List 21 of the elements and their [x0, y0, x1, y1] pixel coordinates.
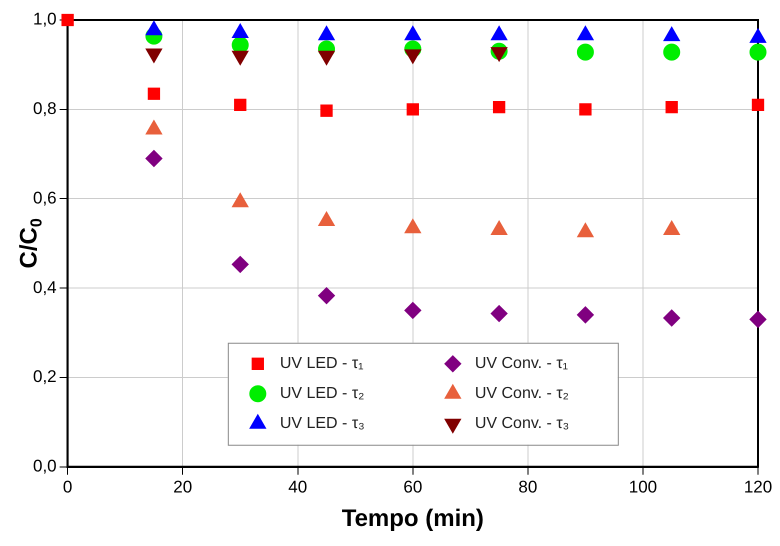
legend-label: UV LED - τ₃ [280, 415, 365, 432]
legend-label: UV Conv. - τ₃ [474, 415, 570, 432]
y-tick-label: 0,0 [32, 456, 57, 476]
x-tick-label: 20 [173, 478, 192, 497]
y-tick-label: 1,0 [32, 10, 57, 29]
legend-label: UV Conv. - τ₂ [474, 385, 569, 402]
x-tick-label: 120 [744, 478, 772, 497]
x-tick-label: 80 [518, 478, 538, 497]
x-tick-label: 40 [288, 478, 308, 497]
legend-label: UV LED - τ₂ [280, 385, 364, 402]
y-tick-label: 0,6 [32, 188, 57, 208]
legend-label: UV Conv. - τ₁ [474, 355, 568, 372]
legend-label: UV LED - τ₁ [280, 355, 364, 372]
y-axis-title: C/C0 [16, 218, 46, 269]
x-tick-label: 0 [62, 478, 72, 497]
x-axis-title: Tempo (min) [342, 505, 484, 532]
y-tick-label: 0,2 [32, 367, 57, 386]
x-tick-label: 100 [628, 478, 658, 497]
y-tick-label: 0,4 [32, 278, 57, 297]
x-tick-label: 60 [403, 478, 422, 497]
y-tick-label: 0,8 [32, 99, 57, 118]
